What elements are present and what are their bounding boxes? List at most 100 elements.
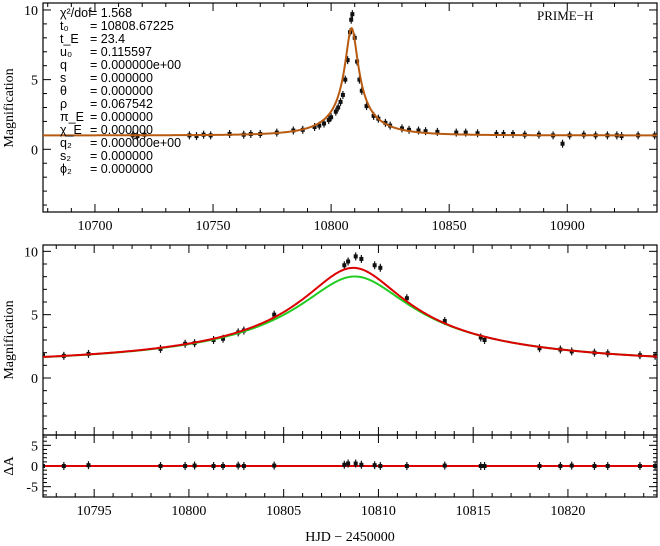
data-point [404,462,409,470]
data-marker [510,131,515,136]
param-name: θ [60,84,67,98]
data-point [349,15,354,24]
data-marker [371,113,376,118]
data-marker [482,464,487,468]
zoom-model-curve-green [43,275,657,359]
data-point [399,124,404,133]
data-point [605,462,610,470]
data-point [236,461,241,470]
data-marker [416,128,421,133]
param-value: = 10808.67225 [90,19,174,33]
x-tick-label: 10700 [77,219,112,234]
param-name: u₀ [60,45,72,59]
data-marker [43,353,45,358]
data-point [61,462,66,470]
y-tick-label: 0 [31,143,38,158]
data-marker [404,296,409,301]
param-name: t₀ [60,19,69,33]
param-name: q₂ [60,136,72,150]
data-marker [558,464,563,468]
data-point [364,102,369,111]
panel-zoom-frame [42,244,658,436]
data-marker [407,127,412,132]
y-tick-label: 5 [31,309,38,324]
data-marker [478,464,483,468]
param-value: = 0.000000 [90,123,153,137]
data-marker [378,464,383,468]
y-tick-label: 5 [31,439,38,454]
data-marker [442,463,447,468]
data-point [378,462,383,470]
x-tick-label: 10850 [432,219,467,234]
param-value: = 0.067542 [90,97,153,111]
data-point [345,56,350,65]
data-marker [501,131,506,136]
data-marker [637,464,642,468]
data-marker [359,462,364,467]
panel-residuals: 10795 10800 10805 10810 10815 10820 -5 0 5 ΔA HJ… [2,434,658,545]
x-axis-label: HJD − 2450000 [305,530,395,545]
overview-y-axis-label: Magnification [2,68,17,147]
overview-model-curve [43,27,657,137]
data-point [343,75,348,84]
data-marker [350,12,355,17]
data-marker [353,461,358,466]
data-marker [86,463,91,468]
data-marker [211,464,216,468]
panel-overview: 10700 10750 10800 10850 10900 0 5 10 Magnificat… [2,2,658,234]
data-marker [342,263,347,268]
data-marker [336,105,341,110]
data-marker [342,462,347,467]
data-point [272,461,277,470]
data-point [241,462,246,470]
observatory-label: PRIME−H [537,8,593,23]
data-marker [322,121,327,126]
data-point [359,460,364,469]
param-name: ϕ₂ [60,162,72,176]
data-marker [221,336,226,341]
param-value: = 23.4 [90,32,125,46]
data-marker [569,463,574,468]
data-marker [482,338,487,342]
x-tick-label: 10800 [314,219,349,234]
x-tick-label: 10815 [456,504,491,519]
data-point [183,462,188,470]
data-point [326,116,331,125]
data-marker [272,463,277,468]
data-point [478,462,483,470]
data-point [475,129,480,138]
data-point [322,119,327,128]
data-marker [359,256,364,261]
param-name: π_E [60,110,84,124]
data-marker [404,464,409,468]
data-marker [158,464,163,468]
x-tick-label: 10900 [550,219,585,234]
data-point [350,10,355,19]
param-name: t_E [60,32,79,46]
data-marker [236,463,241,468]
data-point [333,107,338,116]
param-value: = 0.000000 [90,71,153,85]
data-marker [454,130,459,135]
data-marker [653,464,657,468]
param-value: = 0.115597 [90,45,152,59]
data-point [353,459,358,468]
fit-parameters: χ²/dof= 1.568 t₀ = 10808.67225 t_E = 23.4 u₀ =… [60,6,181,176]
data-point [653,462,657,470]
data-marker [345,58,350,63]
data-point [592,462,597,470]
x-tick-label: 10820 [550,504,585,519]
data-point [353,252,358,261]
data-marker [312,125,317,130]
x-tick-label: 10810 [361,504,396,519]
data-point [221,462,226,470]
y-tick-label: 5 [31,74,38,89]
param-value: = 0.000000 [90,149,153,163]
data-marker [346,259,351,264]
data-point [43,462,45,470]
y-tick-label: 0 [31,372,38,387]
data-point [43,351,45,360]
data-marker [364,104,369,109]
y-tick-label: -5 [26,481,38,496]
